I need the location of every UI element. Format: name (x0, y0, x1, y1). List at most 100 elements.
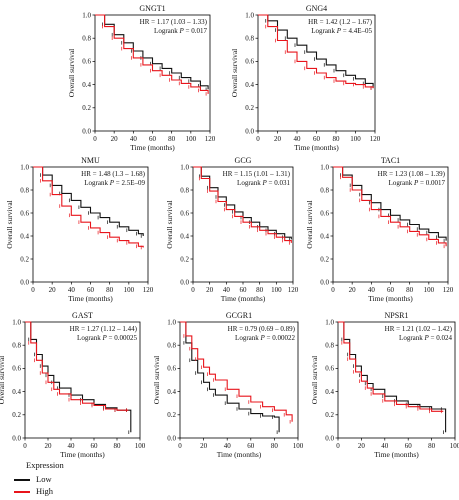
y-tick-label: 0.8 (167, 342, 176, 350)
x-tick-label: 0 (93, 135, 97, 143)
panel-title: GNGT1 (139, 4, 165, 13)
y-tick-label: 0.8 (320, 186, 329, 194)
x-tick-label: 60 (387, 286, 395, 294)
y-axis-label: Overall survival (5, 200, 14, 249)
x-tick-label: 60 (313, 135, 321, 143)
panel-nmu: NMU 0.0 0.2 0.4 0.6 0.8 1.0 0 20 40 60 80 100 120 Time… (5, 156, 154, 303)
x-tick-label: 60 (91, 442, 99, 450)
x-tick-label: 100 (124, 286, 135, 294)
panel-gast: GAST 0.0 0.2 0.4 0.6 0.8 1.0 0 20 40 60 80 100 Time (… (0, 311, 146, 459)
logrank-annotation: Logrank P = 4.4E–05 (311, 27, 372, 35)
y-tick-label: 0.2 (82, 104, 91, 112)
y-tick-label: 0.6 (320, 209, 329, 217)
y-axis-label: Overall survival (165, 200, 174, 249)
x-tick-label: 80 (168, 135, 176, 143)
y-tick-label: 0.0 (180, 278, 189, 286)
y-tick-label: 0.2 (320, 255, 329, 263)
legend: Expression Low High (6, 460, 126, 498)
x-axis-label: Time (months) (130, 143, 175, 152)
y-tick-label: 1.0 (12, 318, 21, 326)
series-line-high (338, 321, 444, 412)
x-tick-label: 20 (358, 442, 366, 450)
x-tick-label: 80 (114, 442, 122, 450)
plot-frame (24, 321, 141, 439)
x-tick-label: 0 (178, 442, 182, 450)
panel-tac1: TAC1 0.0 0.2 0.4 0.6 0.8 1.0 0 20 40 60 80 100 120 Tim… (305, 156, 454, 303)
x-tick-label: 40 (368, 286, 376, 294)
x-tick-label: 120 (443, 286, 454, 294)
panel-gcgr1: GCGR1 0.0 0.2 0.4 0.6 0.8 1.0 0 20 40 60 80 100 Time … (152, 311, 304, 459)
x-tick-label: 60 (87, 286, 95, 294)
x-tick-label: 20 (200, 442, 208, 450)
hr-annotation: HR = 1.17 (1.03 – 1.33) (140, 18, 208, 26)
series-line-high (258, 14, 374, 89)
y-tick-label: 0.8 (180, 186, 189, 194)
y-tick-label: 0.6 (180, 209, 189, 217)
y-tick-label: 0.0 (82, 127, 91, 135)
hr-annotation: HR = 1.48 (1.3 – 1.68) (81, 170, 146, 178)
y-tick-label: 0.6 (20, 209, 29, 217)
y-axis-label: Overall survival (305, 200, 314, 249)
x-axis-label: Time (months) (374, 450, 419, 459)
x-tick-label: 20 (206, 286, 214, 294)
y-tick-label: 0.2 (20, 255, 29, 263)
y-axis-label: Overall survival (67, 49, 76, 98)
y-tick-label: 0.0 (167, 434, 176, 442)
x-tick-label: 40 (294, 135, 302, 143)
y-axis-label: Overall survival (0, 356, 6, 405)
x-axis-label: Time (months) (60, 450, 105, 459)
x-tick-label: 60 (149, 135, 157, 143)
x-tick-label: 100 (293, 442, 304, 450)
legend-label-high: High (36, 486, 53, 496)
logrank-annotation: Logrank P = 0.0017 (389, 179, 446, 187)
y-axis-label: Overall survival (310, 356, 319, 405)
panel-npsr1: NPSR1 0.0 0.2 0.4 0.6 0.8 1.0 0 20 40 60 80 100 Time … (310, 311, 459, 459)
x-tick-label: 100 (135, 442, 146, 450)
y-tick-label: 0.4 (325, 388, 334, 396)
x-tick-label: 40 (224, 442, 232, 450)
x-tick-label: 80 (428, 442, 436, 450)
y-tick-label: 1.0 (82, 11, 91, 19)
legend-swatch-high (14, 491, 30, 493)
y-tick-label: 0.6 (245, 58, 254, 66)
hr-annotation: HR = 0.79 (0.69 – 0.89) (228, 325, 296, 333)
panel-title: GCG (235, 156, 252, 165)
hr-annotation: HR = 1.15 (1.01 – 1.31) (223, 170, 291, 178)
x-tick-label: 80 (271, 442, 279, 450)
x-tick-label: 0 (31, 286, 35, 294)
panel-title: TAC1 (381, 156, 400, 165)
x-tick-label: 100 (450, 442, 459, 450)
legend-item-low: Low (14, 473, 52, 485)
series-line-high (193, 166, 292, 243)
series-line-low (25, 321, 132, 433)
x-axis-label: Time (months) (294, 143, 339, 152)
x-tick-label: 0 (256, 135, 260, 143)
series-line-high (180, 321, 293, 422)
x-tick-label: 100 (424, 286, 435, 294)
x-tick-label: 100 (350, 135, 361, 143)
y-tick-label: 0.2 (167, 411, 176, 419)
x-tick-label: 20 (111, 135, 119, 143)
x-tick-label: 40 (68, 442, 76, 450)
x-tick-label: 40 (381, 442, 389, 450)
series-line-high (33, 166, 144, 248)
y-tick-label: 0.2 (12, 411, 21, 419)
x-axis-label: Time (months) (217, 450, 262, 459)
x-tick-label: 80 (256, 286, 264, 294)
logrank-annotation: Logrank P = 0.024 (399, 334, 452, 342)
y-tick-label: 0.6 (325, 365, 334, 373)
x-tick-label: 20 (349, 286, 357, 294)
panel-title: GAST (72, 311, 93, 320)
y-tick-label: 0.0 (245, 127, 254, 135)
panel-gngt1: GNGT1 0.0 0.2 0.4 0.6 0.8 1.0 0 20 40 60 80 100 120 Ti… (67, 4, 216, 152)
x-tick-label: 60 (405, 442, 413, 450)
x-tick-label: 80 (106, 286, 114, 294)
y-tick-label: 0.0 (20, 278, 29, 286)
x-tick-label: 120 (143, 286, 154, 294)
y-tick-label: 0.6 (12, 365, 21, 373)
x-tick-label: 100 (186, 135, 197, 143)
panel-gcg: GCG 0.0 0.2 0.4 0.6 0.8 1.0 0 20 40 60 80 100 120 Time… (165, 156, 299, 303)
x-tick-label: 40 (130, 135, 138, 143)
x-axis-label: Time (months) (368, 294, 413, 303)
